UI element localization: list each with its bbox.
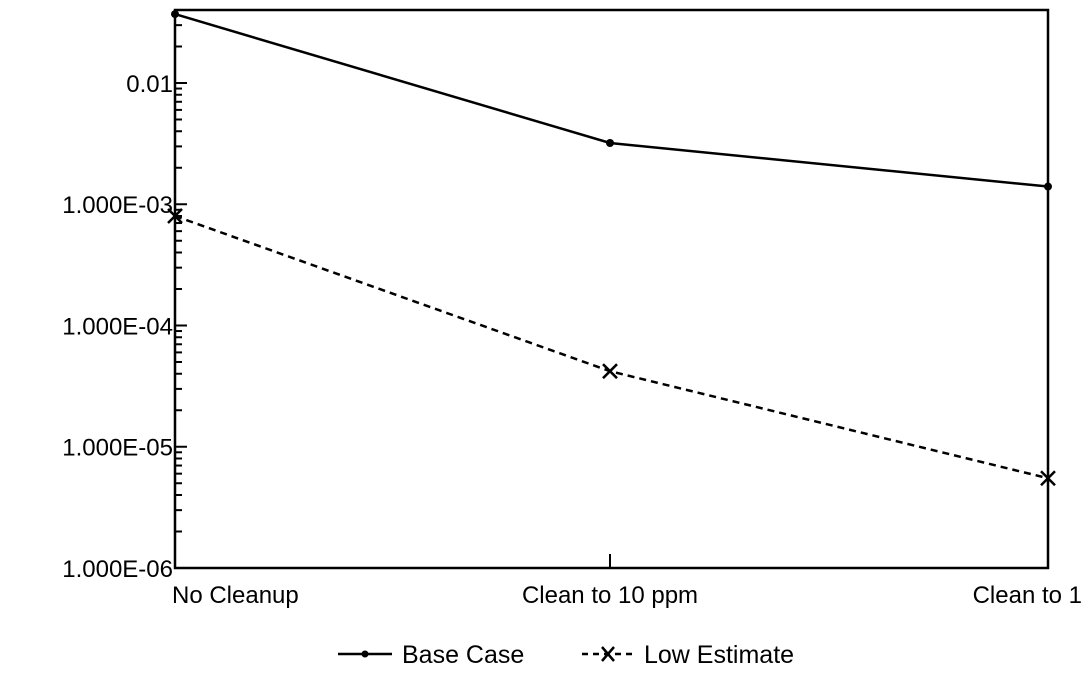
x-tick-label: Clean to 10 ppm [522,582,698,609]
data-point-x-marker [167,208,183,224]
legend-label: Base Case [402,641,524,669]
x-tick-label: No Cleanup [172,582,299,609]
data-point-x-marker [602,363,618,380]
y-axis: 0.01 1.000E-03 1.000E-04 1.000E-05 1.000E-06 [62,9,187,583]
y-tick-label: 1.000E-06 [62,556,173,583]
x-tick-label: Clean to 1 [973,582,1082,609]
x-marker-stroke [1040,470,1056,487]
data-point-dot [606,139,614,148]
legend-label: Low Estimate [644,641,794,669]
x-marker-stroke [602,363,618,380]
series-layer [167,10,1056,487]
plot-area-frame [173,8,1050,570]
legend: Base Case Low Estimate [338,641,794,669]
x-marker-stroke [601,646,615,662]
series-line-1 [174,214,1049,480]
legend-swatch-marker [361,650,369,658]
x-axis: No Cleanup Clean to 10 ppm Clean to 1 [172,554,1082,609]
series-line-0 [174,12,1049,188]
y-tick-label: 1.000E-03 [62,192,173,219]
x-marker-stroke [167,208,183,224]
y-tick-label: 1.000E-05 [62,435,173,462]
legend-swatch-marker [601,646,615,662]
data-point-dot [171,10,179,19]
y-tick-label: 0.01 [126,71,173,98]
y-tick-label: 1.000E-04 [62,313,173,340]
data-point-dot [1044,182,1052,191]
data-point-x-marker [1040,470,1056,487]
